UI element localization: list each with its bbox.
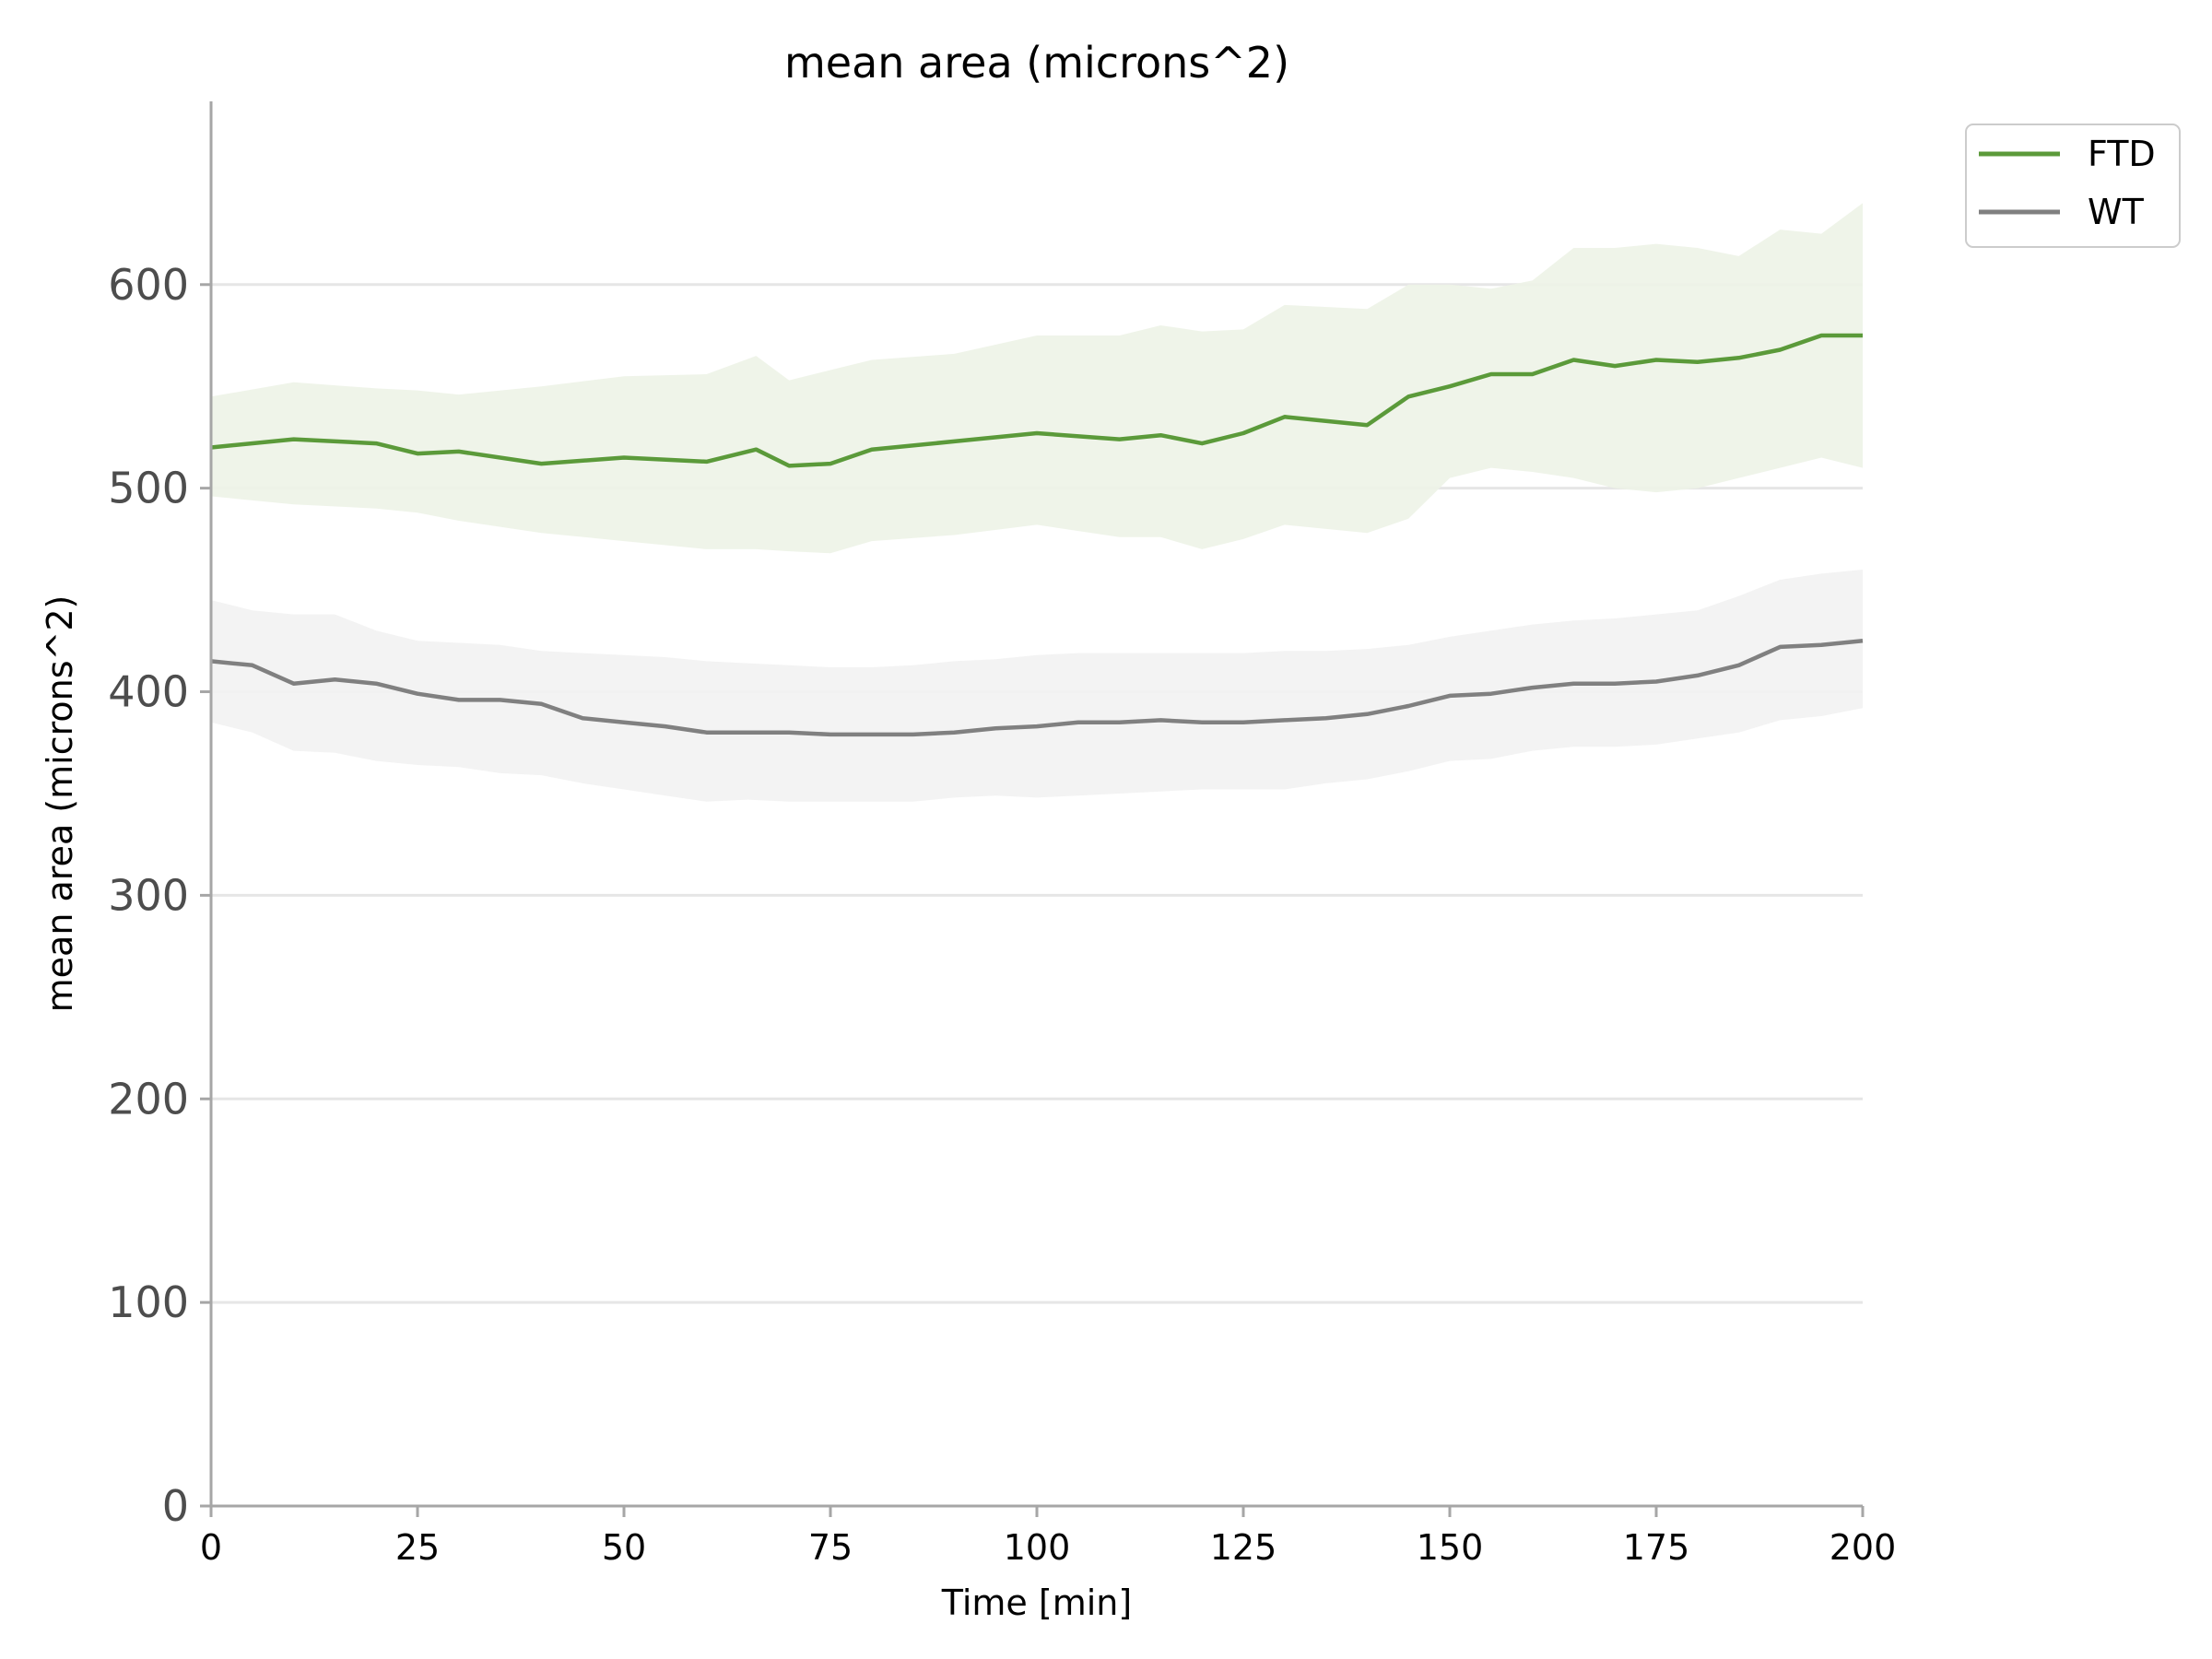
- chart-title: mean area (microns^2): [784, 38, 1289, 88]
- legend-label-ftd: FTD: [2088, 134, 2156, 174]
- x-axis-label: Time [min]: [941, 1583, 1132, 1623]
- line-ftd: [210, 333, 1863, 468]
- x-tick-label: 25: [395, 1527, 440, 1568]
- x-tick-label: 150: [1417, 1527, 1484, 1568]
- x-tick-label: 0: [200, 1527, 222, 1568]
- y-tick-label: 400: [108, 667, 189, 717]
- line-wt: [210, 639, 1864, 737]
- legend: FTD WT: [1965, 124, 2181, 248]
- band-ftd: [211, 203, 1863, 554]
- series-lines: [210, 333, 1864, 737]
- x-tick-label: 200: [1830, 1527, 1897, 1568]
- confidence-bands: [211, 203, 1863, 802]
- x-tick-label: 50: [602, 1527, 646, 1568]
- y-tick-label: 300: [108, 870, 189, 920]
- legend-label-wt: WT: [2088, 192, 2145, 232]
- x-tick-label: 75: [808, 1527, 853, 1568]
- x-tick-label: 100: [1004, 1527, 1071, 1568]
- x-tick-label: 125: [1210, 1527, 1277, 1568]
- y-tick-label: 600: [108, 260, 189, 310]
- y-axis-label: mean area (microns^2): [40, 595, 80, 1013]
- y-tick-label: 0: [162, 1481, 189, 1531]
- y-tick-label: 100: [108, 1277, 189, 1327]
- y-tick-label: 200: [108, 1074, 189, 1124]
- y-ticks: 0 100 200 300 400 500 600: [108, 260, 211, 1531]
- band-wt: [211, 570, 1863, 802]
- y-tick-label: 500: [108, 464, 189, 513]
- x-tick-label: 175: [1623, 1527, 1690, 1568]
- x-ticks: 0 25 50 75 100 125 150 175 200: [200, 1506, 1896, 1568]
